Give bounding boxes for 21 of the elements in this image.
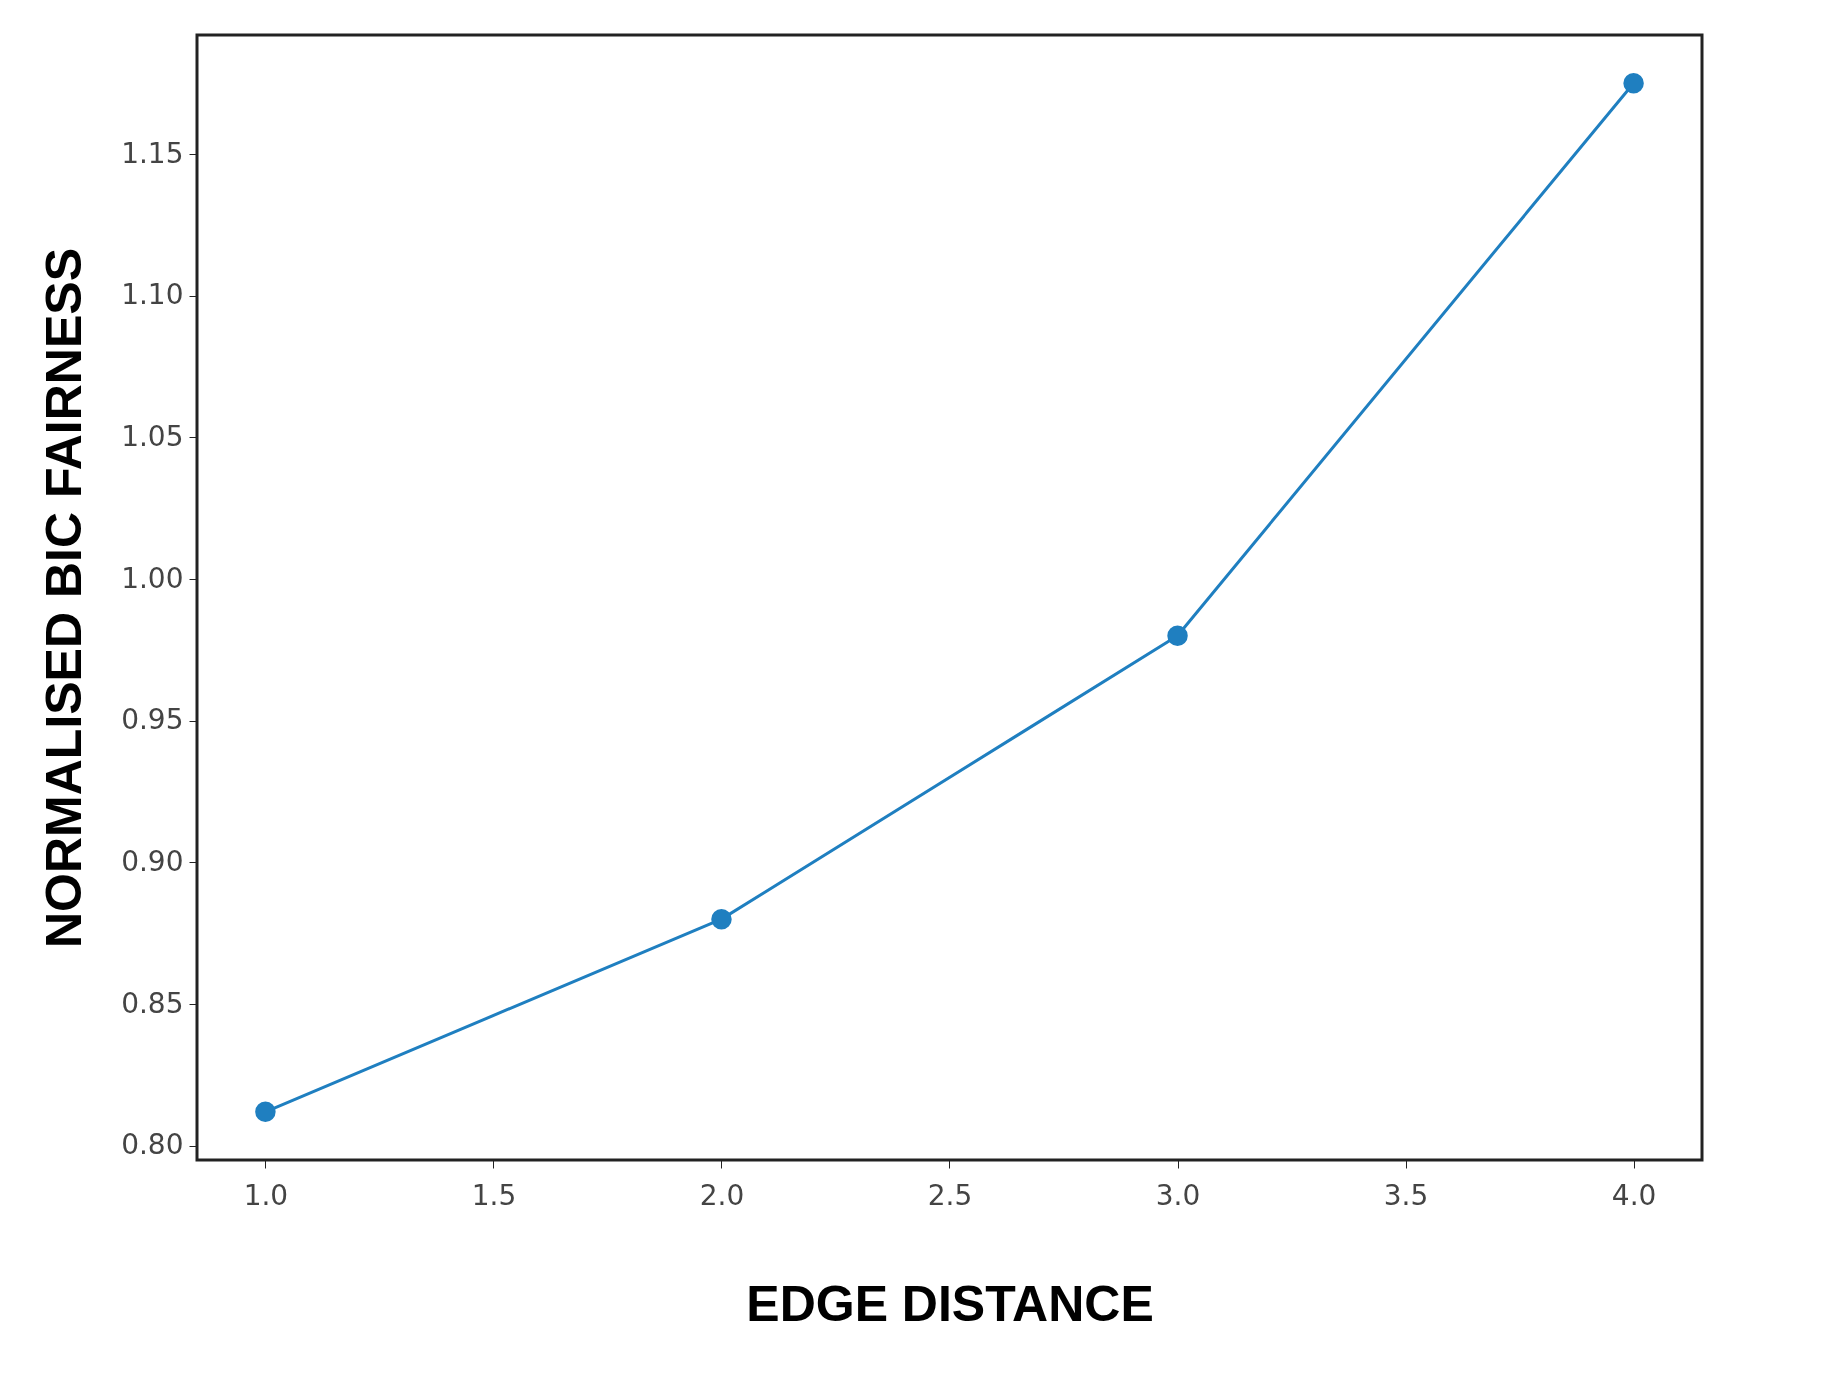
point (255, 1101, 276, 1123)
y-tick-label: 0.95 (121, 703, 184, 737)
point (1623, 72, 1644, 94)
y-tick-label: 0.85 (121, 986, 184, 1020)
y-tick-label: 1.05 (121, 419, 184, 453)
x-tick-label: 3.5 (1383, 1178, 1429, 1212)
point (711, 908, 732, 930)
x-tick-label: 2.5 (927, 1178, 973, 1212)
y-tick-label: 1.15 (121, 136, 184, 170)
point (1167, 625, 1188, 646)
y-tick-label: 1.00 (121, 561, 184, 595)
y-tick-label: 0.80 (121, 1128, 184, 1162)
y-tick-label: 1.10 (121, 278, 184, 312)
x-axis-title: EDGE DISTANCE (746, 1275, 1154, 1332)
x-tick-label: 1.5 (471, 1178, 517, 1212)
x-tick-label: 4.0 (1611, 1178, 1657, 1212)
x-tick-label: 2.0 (699, 1178, 745, 1212)
y-axis-title: NORMALISED BIC FAIRNESS (36, 247, 93, 949)
x-tick-label: 1.0 (243, 1178, 289, 1212)
x-tick-label: 3.0 (1155, 1178, 1201, 1212)
y-tick-label: 0.90 (121, 844, 184, 878)
